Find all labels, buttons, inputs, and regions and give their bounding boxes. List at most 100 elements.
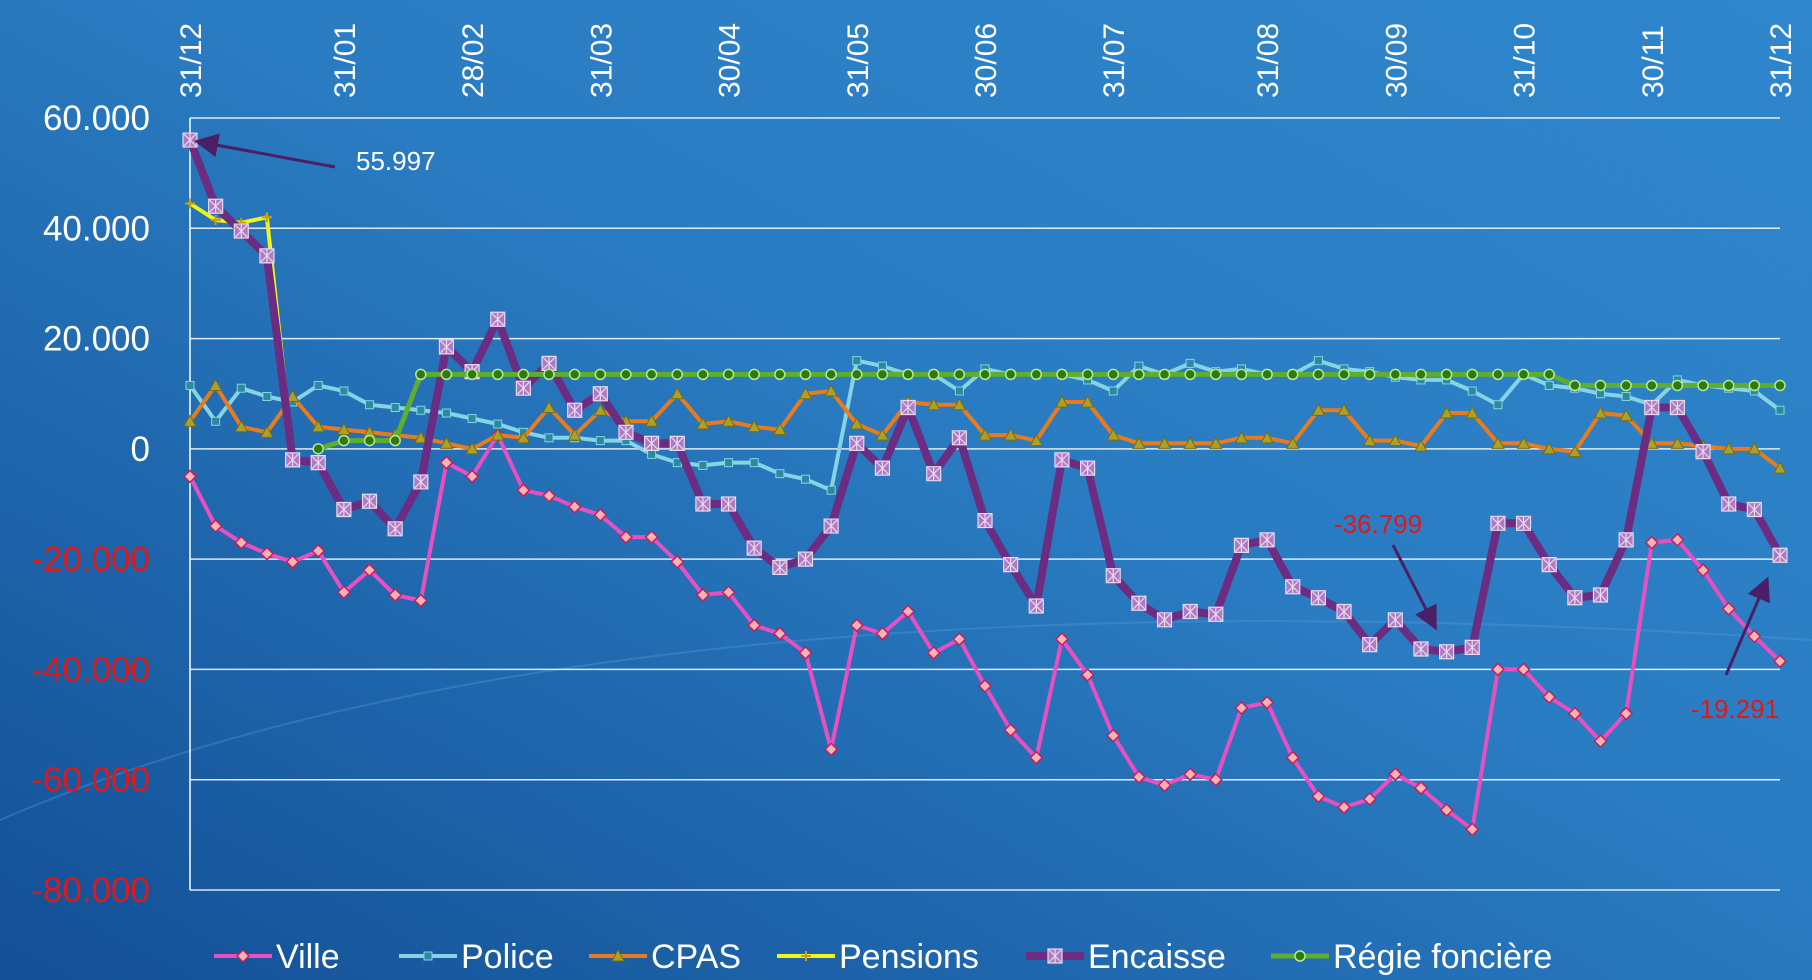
y-tick-label: -40.000: [31, 650, 150, 689]
point: [1260, 695, 1275, 710]
point: [851, 368, 863, 381]
point: [568, 368, 581, 381]
point: [978, 428, 992, 441]
point: [644, 414, 659, 427]
point: [182, 132, 198, 148]
legend-label: Ville: [276, 938, 340, 976]
point: [747, 419, 762, 433]
point: [1515, 515, 1532, 531]
point: [593, 507, 608, 523]
point: [491, 368, 504, 381]
point: [1619, 408, 1633, 422]
point: [1055, 394, 1069, 408]
point: [749, 458, 759, 468]
point: [1312, 368, 1325, 381]
point: [1047, 948, 1063, 964]
point: [952, 632, 967, 647]
point: [647, 449, 657, 459]
point: [1697, 379, 1709, 392]
point: [1490, 662, 1505, 677]
point: [338, 434, 350, 447]
point: [1541, 557, 1557, 573]
point: [721, 585, 736, 600]
point: [722, 368, 735, 381]
x-tick-label: 31/12: [175, 23, 208, 98]
point: [1593, 405, 1608, 419]
point: [543, 368, 555, 381]
legend: Ville Police CPAS Pensions Encaisse Régie fon…: [214, 938, 1552, 976]
point: [875, 626, 890, 641]
point: [592, 386, 608, 402]
x-tick-label: 30/04: [714, 23, 747, 98]
point: [490, 428, 505, 441]
point: [1362, 791, 1377, 807]
point: [1415, 368, 1427, 381]
point: [595, 436, 605, 446]
point: [849, 618, 864, 633]
point: [800, 474, 810, 484]
x-tick-label: 28/02: [457, 23, 490, 98]
point: [259, 546, 274, 561]
point: [1747, 629, 1762, 644]
point: [1311, 403, 1326, 416]
point: [1644, 399, 1660, 416]
point: [1054, 632, 1070, 647]
point: [312, 443, 324, 455]
point: [951, 430, 967, 446]
point: [797, 551, 814, 567]
point: [1567, 444, 1582, 458]
annotation: 55.997: [356, 146, 436, 176]
point: [1721, 441, 1736, 455]
point: [852, 356, 862, 366]
legend-label: Police: [461, 938, 554, 976]
point: [542, 400, 556, 413]
point: [1261, 368, 1273, 381]
point: [1773, 461, 1787, 474]
point: [1030, 368, 1043, 381]
point: [798, 645, 813, 660]
point: [774, 368, 786, 381]
point: [1774, 379, 1786, 392]
point: [1593, 734, 1608, 749]
point: [490, 311, 506, 327]
point: [1670, 436, 1685, 449]
point: [953, 368, 966, 381]
point: [1182, 603, 1198, 620]
point: [1618, 532, 1634, 548]
point: [1619, 706, 1634, 721]
point: [902, 368, 914, 381]
grid: [189, 117, 1780, 891]
point: [208, 518, 223, 534]
legend-label: Encaisse: [1088, 938, 1226, 976]
point: [1107, 368, 1119, 381]
point: [1157, 436, 1172, 449]
point: [313, 380, 323, 390]
point: [1363, 368, 1376, 381]
point: [724, 458, 734, 468]
point: [772, 422, 787, 436]
point: [1721, 496, 1737, 512]
point: [644, 530, 659, 545]
point: [977, 512, 993, 529]
point: [747, 618, 762, 633]
point: [1439, 802, 1454, 818]
point: [388, 587, 403, 603]
point: [1413, 780, 1429, 796]
point: [826, 485, 836, 495]
point: [1208, 606, 1224, 622]
point: [824, 742, 839, 757]
point: [211, 416, 221, 426]
point: [671, 368, 684, 381]
x-tick-label: 31/03: [585, 23, 618, 98]
point: [825, 368, 837, 381]
point: [493, 419, 503, 429]
point: [416, 405, 426, 415]
point: [1029, 433, 1044, 447]
annotation-arrow: [194, 133, 336, 169]
point: [439, 436, 454, 449]
point: [182, 469, 198, 484]
y-tick-label: 60.000: [43, 99, 150, 138]
point: [1440, 368, 1453, 381]
point: [285, 554, 300, 569]
